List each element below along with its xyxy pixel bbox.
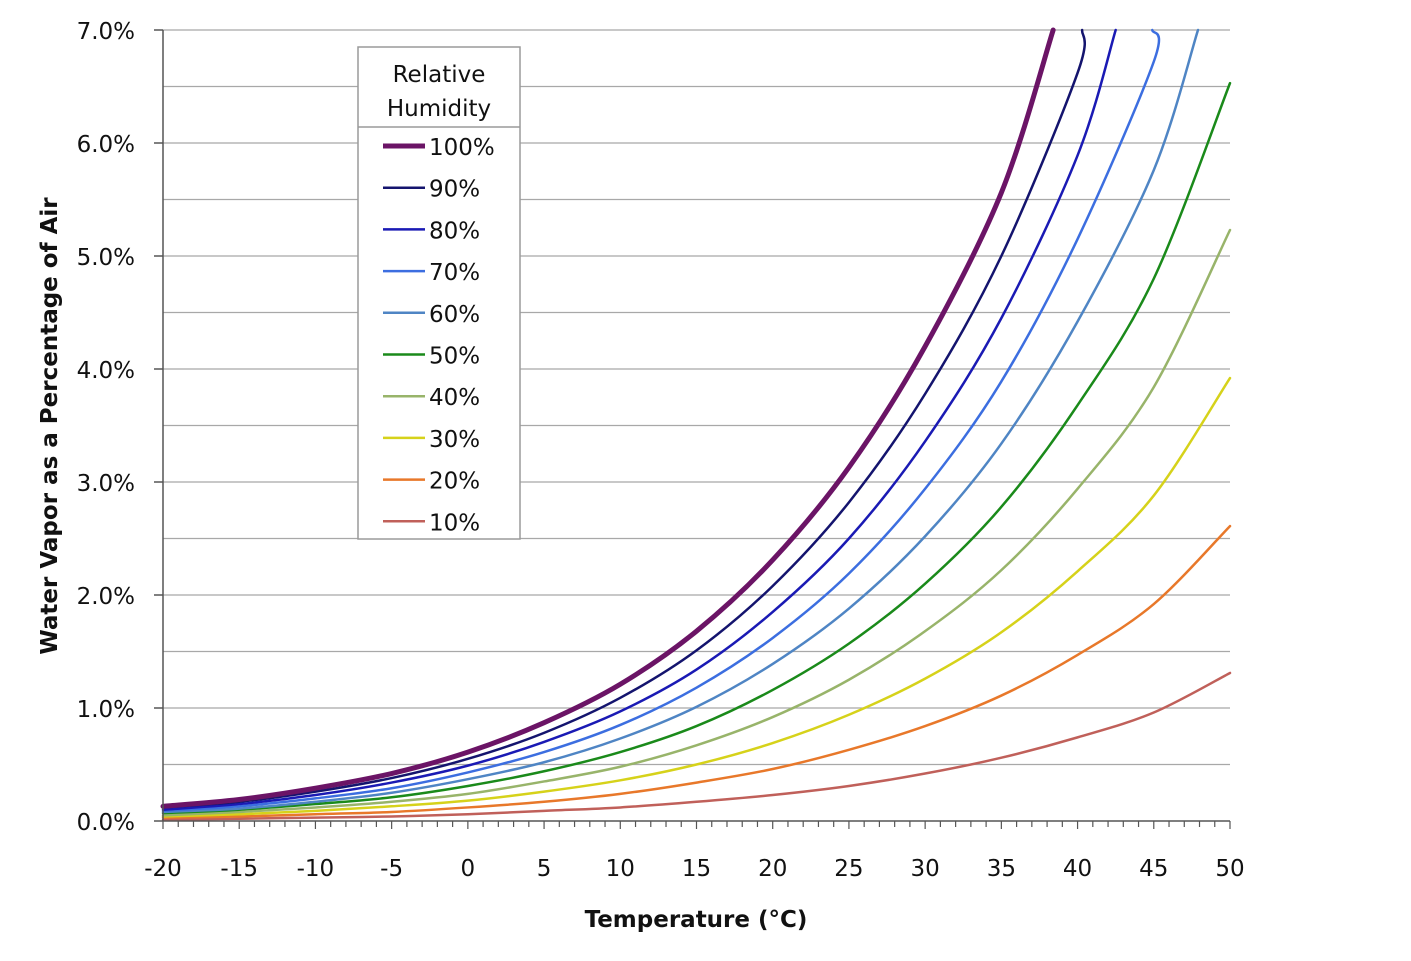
y-tick-label: 5.0%	[77, 245, 135, 271]
y-tick-label: 0.0%	[77, 810, 135, 836]
legend-label: 80%	[429, 218, 480, 244]
legend: Relative Humidity 100% 90% 80% 70% 60% 50% 40%…	[357, 46, 521, 540]
legend-label: 100%	[429, 135, 495, 161]
legend-label: 20%	[429, 469, 480, 495]
legend-item: 70%	[383, 260, 480, 286]
x-tick-label: -15	[220, 856, 258, 882]
y-tick-label: 7.0%	[77, 19, 135, 45]
legend-label: 10%	[429, 510, 480, 536]
x-tick-label: 40	[1063, 856, 1092, 882]
series-lines	[160, 27, 1232, 822]
x-axis-title: Temperature (°C)	[585, 907, 808, 933]
x-tick-label: 50	[1215, 856, 1244, 882]
legend-label: 60%	[429, 302, 480, 328]
legend-item: 50%	[383, 344, 480, 370]
series-line-50pct	[161, 81, 1232, 815]
y-tick-label: 3.0%	[77, 471, 135, 497]
y-tick-label: 2.0%	[77, 584, 135, 610]
legend-item: 80%	[383, 218, 480, 244]
legend-label: 70%	[429, 260, 480, 286]
series-line-20pct	[161, 524, 1232, 819]
x-tick-label: 0	[461, 856, 476, 882]
x-tick-label: -20	[144, 856, 182, 882]
y-tick-label: 6.0%	[77, 132, 135, 158]
series-line-100pct	[160, 27, 1056, 809]
axes	[154, 29, 1231, 829]
series-line-90pct	[161, 28, 1086, 809]
tick-labels: 0.0% 1.0% 2.0% 3.0% 4.0% 5.0% 6.0% 7.0% -20 -15 -1…	[77, 19, 1245, 882]
legend-item: 10%	[383, 510, 480, 536]
series-line-30pct	[161, 376, 1232, 818]
x-tick-label: 20	[758, 856, 787, 882]
series-line-70pct	[161, 28, 1161, 813]
legend-label: 90%	[429, 177, 480, 203]
y-axis-title: Water Vapor as a Percentage of Air	[37, 197, 63, 655]
x-tick-label: 35	[987, 856, 1016, 882]
series-line-60pct	[161, 28, 1200, 814]
legend-item: 30%	[383, 427, 480, 453]
legend-label: 30%	[429, 427, 480, 453]
legend-label: 40%	[429, 385, 480, 411]
y-tick-label: 1.0%	[77, 697, 135, 723]
legend-box	[357, 46, 521, 540]
x-tick-label: 15	[682, 856, 711, 882]
legend-item: 90%	[383, 177, 480, 203]
legend-label: 50%	[429, 344, 480, 370]
x-tick-label: -5	[380, 856, 403, 882]
y-tick-label: 4.0%	[77, 358, 135, 384]
x-tick-label: -10	[297, 856, 335, 882]
legend-title-line-2: Humidity	[387, 96, 491, 122]
legend-title-line-1: Relative	[393, 62, 486, 88]
legend-item: 100%	[383, 135, 495, 161]
legend-item: 40%	[383, 385, 480, 411]
series-line-10pct	[161, 671, 1232, 822]
legend-entries: 100% 90% 80% 70% 60% 50% 40% 30% 20% 10%	[383, 135, 495, 536]
x-tick-label: 45	[1139, 856, 1168, 882]
x-tick-label: 5	[537, 856, 552, 882]
x-tick-label: 30	[911, 856, 940, 882]
x-tick-label: 10	[606, 856, 635, 882]
series-line-40pct	[161, 228, 1232, 817]
x-tick-label: 25	[834, 856, 863, 882]
series-line-80pct	[161, 28, 1117, 811]
legend-item: 20%	[383, 469, 480, 495]
legend-item: 60%	[383, 302, 480, 328]
